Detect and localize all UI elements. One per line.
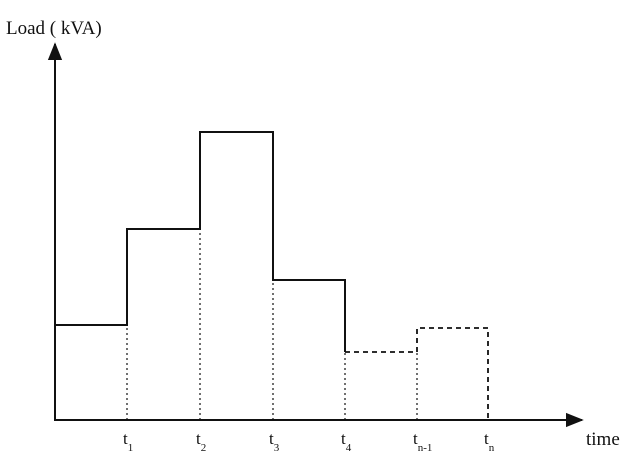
time-label: t2 [196, 429, 206, 454]
time-subscript: 3 [274, 442, 280, 454]
time-label: tn [484, 429, 495, 454]
time-label: t1 [123, 429, 133, 454]
time-label: tn-1 [413, 429, 432, 454]
time-subscript: 4 [346, 442, 352, 454]
time-label: t3 [269, 429, 280, 454]
x-axis-label: time [586, 429, 620, 450]
y-axis-label: Load ( kVA) [6, 18, 102, 39]
time-subscript: 1 [128, 442, 134, 454]
time-subscript: n-1 [418, 442, 433, 454]
load-diagram: Load ( kVA) time t1 t2 t3 t4 tn-1 tn [0, 0, 631, 458]
time-subscript: 2 [201, 442, 207, 454]
time-label: t4 [341, 429, 352, 454]
time-labels: t1 t2 t3 t4 tn-1 tn [123, 429, 495, 454]
time-subscript: n [489, 442, 495, 454]
